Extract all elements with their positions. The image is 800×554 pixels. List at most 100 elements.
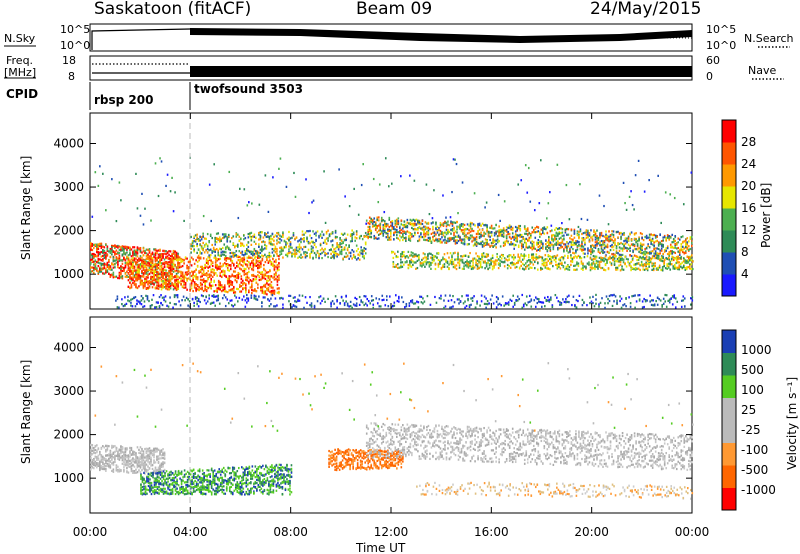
- range-cell: [139, 250, 142, 253]
- range-cell: [532, 228, 535, 232]
- range-cell: [656, 239, 658, 242]
- range-cell: [232, 251, 235, 254]
- range-cell: [238, 259, 241, 262]
- range-cell: [309, 254, 311, 258]
- range-cell: [589, 269, 592, 272]
- range-cell: [193, 236, 195, 240]
- range-cell: [330, 248, 332, 251]
- range-cell: [163, 278, 166, 281]
- range-cell: [431, 256, 434, 260]
- range-cell: [491, 265, 494, 268]
- range-cell: [438, 227, 440, 230]
- range-cell: [183, 278, 185, 281]
- range-cell: [348, 257, 350, 260]
- range-cell: [572, 247, 574, 251]
- range-cell: [686, 241, 689, 244]
- range-cell: [206, 247, 209, 251]
- range-cell: [439, 262, 441, 265]
- range-cell: [596, 235, 598, 238]
- range-cell: [202, 278, 205, 281]
- range-cell: [245, 268, 247, 271]
- range-cell: [421, 235, 424, 239]
- range-cell: [445, 231, 448, 234]
- range-cell: [396, 228, 398, 232]
- range-cell: [183, 283, 185, 286]
- range-cell: [630, 238, 633, 241]
- range-cell: [523, 232, 526, 235]
- range-cell: [333, 255, 335, 258]
- range-cell: [343, 248, 346, 251]
- range-cell: [245, 276, 247, 279]
- range-cell: [444, 238, 446, 241]
- range-cell: [576, 255, 578, 259]
- range-cell: [150, 257, 152, 260]
- range-cell: [127, 272, 130, 275]
- range-cell: [273, 266, 276, 269]
- range-cell: [298, 245, 301, 248]
- range-cell: [600, 250, 603, 253]
- range-cell: [196, 265, 199, 268]
- range-cell: [463, 234, 466, 238]
- range-cell: [253, 252, 256, 256]
- range-cell: [163, 249, 166, 253]
- range-cell: [109, 267, 112, 271]
- range-cell: [610, 262, 613, 265]
- range-cell: [567, 256, 569, 259]
- range-cell: [570, 256, 572, 259]
- range-cell: [201, 283, 203, 286]
- range-cell: [465, 234, 467, 237]
- range-cell: [255, 259, 258, 262]
- range-cell: [318, 252, 320, 256]
- range-cell: [648, 236, 651, 239]
- range-cell: [291, 246, 293, 249]
- range-cell: [216, 257, 219, 261]
- range-cell: [627, 237, 630, 240]
- range-cell: [489, 226, 491, 229]
- range-cell: [148, 248, 151, 251]
- range-cell: [301, 230, 304, 233]
- range-cell: [286, 237, 289, 240]
- range-cell: [266, 288, 268, 291]
- range-cell: [452, 263, 455, 266]
- range-cell: [269, 276, 271, 279]
- range-cell: [202, 235, 204, 238]
- range-cell: [157, 256, 160, 259]
- range-cell: [662, 243, 665, 247]
- range-cell: [244, 253, 247, 256]
- range-cell: [118, 257, 121, 260]
- range-cell: [280, 235, 283, 238]
- range-cell: [671, 250, 674, 253]
- range-cell: [187, 277, 190, 280]
- range-cell: [175, 251, 178, 254]
- range-cell: [159, 254, 161, 257]
- range-cell: [171, 258, 173, 261]
- range-cell: [145, 263, 148, 266]
- range-cell: [97, 245, 100, 249]
- range-cell: [567, 265, 569, 268]
- range-cell: [121, 266, 124, 269]
- range-cell: [430, 240, 433, 243]
- range-cell: [129, 261, 131, 264]
- range-cell: [374, 227, 377, 230]
- range-cell: [473, 266, 476, 269]
- range-cell: [374, 223, 377, 226]
- range-cell: [253, 254, 256, 257]
- range-cell: [452, 260, 455, 263]
- range-cell: [377, 229, 380, 232]
- range-cell: [574, 255, 577, 258]
- range-cell: [417, 222, 419, 225]
- range-cell: [198, 288, 200, 291]
- range-cell: [592, 254, 595, 258]
- range-cell: [232, 262, 235, 266]
- range-cell: [121, 262, 124, 265]
- range-cell: [226, 266, 229, 270]
- range-cell: [397, 266, 399, 270]
- range-cell: [205, 285, 208, 289]
- range-cell: [490, 226, 493, 230]
- range-cell: [135, 275, 137, 278]
- range-cell: [192, 289, 194, 293]
- range-cell: [273, 254, 275, 257]
- range-cell: [594, 241, 597, 244]
- range-cell: [639, 250, 642, 253]
- range-cell: [517, 255, 520, 258]
